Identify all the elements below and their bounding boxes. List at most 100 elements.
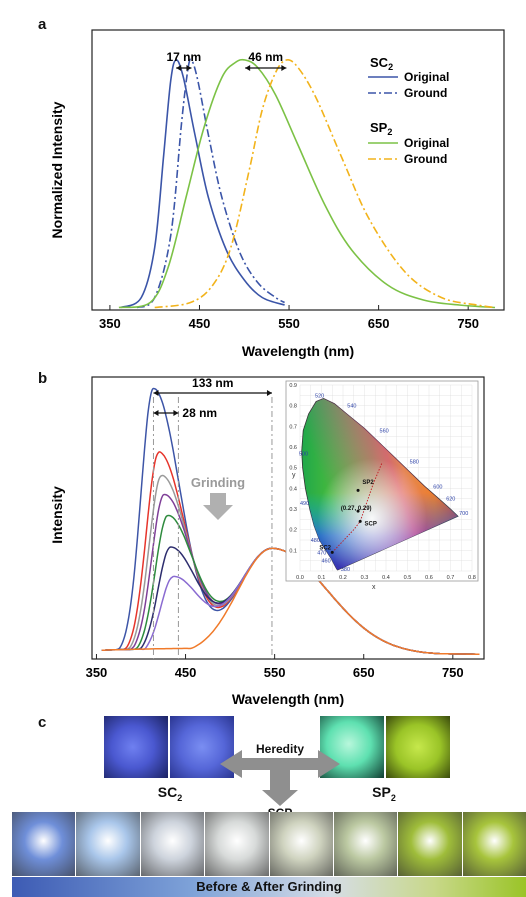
grinding-photo-1 (76, 812, 140, 876)
legend-sp2-title: SP2 (370, 120, 392, 137)
cie-point-label-1: (0.27, 0.29) (341, 506, 372, 512)
cie-x-tick-label-5: 0.5 (404, 575, 412, 581)
cie-wavelength-label-520: 520 (315, 393, 324, 399)
cie-wavelength-label-460: 460 (322, 559, 331, 565)
cie-x-tick-label-1: 0.1 (318, 575, 326, 581)
chart-b-x-tick-label-0: 350 (86, 665, 108, 680)
cie-y-tick-label-6: 0.7 (289, 424, 297, 430)
cie-wavelength-label-580: 580 (410, 460, 419, 466)
panel-label-b: b (38, 370, 48, 387)
cie-x-tick-label-2: 0.2 (339, 575, 347, 581)
chart-a-annotation-label-0: 17 nm (166, 50, 201, 64)
chart-a-y-axis-label: Normalized Intensity (49, 101, 65, 238)
cie-x-tick-label-3: 0.3 (361, 575, 369, 581)
sp2-caption: SP2 (372, 784, 396, 803)
heredity-arrows (220, 750, 340, 806)
chart-b-plot-frame (91, 376, 485, 660)
heredity-label: Heredity (255, 742, 305, 756)
cie-y-tick-label-4: 0.5 (289, 466, 297, 472)
cie-point-2 (358, 519, 362, 523)
cie-y-tick-label-3: 0.4 (289, 486, 297, 492)
chart-a-x-tick-label-4: 750 (457, 316, 479, 331)
cie-wavelength-label-480: 480 (311, 538, 320, 544)
chart-a-annotation-heads-1 (245, 65, 287, 71)
sc2-original-photo (104, 716, 168, 778)
grinding-label: Grinding (191, 475, 245, 490)
chart-a-emission-spectra: 350 450 550 650 750 Wavelength (nm) Normaliz… (49, 29, 505, 359)
grinding-down-arrow (203, 493, 233, 520)
cie-wavelength-label-700: 700 (459, 511, 468, 517)
cie-x-tick-label-0: 0.0 (296, 575, 304, 581)
panel-label-c: c (38, 714, 47, 731)
cie-y-tick-label-2: 0.3 (289, 507, 297, 513)
chart-b-x-tick-label-2: 550 (264, 665, 286, 680)
cie-x-axis-label: x (372, 584, 376, 591)
grinding-photo-0 (12, 812, 76, 876)
cie-point-label-3: SC2 (319, 545, 331, 551)
cie-trajectory (331, 463, 383, 553)
cie-y-tick-label-5: 0.6 (289, 445, 297, 451)
chart-a-annotation-label-1: 46 nm (248, 50, 283, 64)
chart-b-x-tick-label-1: 450 (175, 665, 197, 680)
chart-b-x-axis-label: Wavelength (nm) (232, 691, 344, 707)
cie-x-tick-label-8: 0.8 (468, 575, 476, 581)
chart-b-x-tick-label-4: 750 (442, 665, 464, 680)
chart-b-x-tick-label-3: 650 (353, 665, 375, 680)
chart-a-legend: SC2 Original Ground SP2 Original Ground (368, 55, 449, 166)
grinding-photo-strip (12, 812, 526, 876)
chart-a-series-sc2-ground (136, 58, 285, 309)
cie-point-1 (356, 509, 360, 513)
sc2-caption: SC2 (157, 784, 183, 803)
chart-b-annotation-label-1: 28 nm (182, 406, 217, 420)
cie-y-tick-label-1: 0.2 (289, 528, 297, 534)
cie-x-tick-label-7: 0.7 (447, 575, 455, 581)
cie-wavelength-label-490: 490 (300, 501, 309, 507)
cie-y-tick-label-0: 0.1 (289, 548, 297, 554)
sp2-ground-photo (386, 716, 450, 778)
cie-point-0 (356, 488, 360, 492)
cie-x-tick-label-4: 0.4 (382, 575, 390, 581)
sc2-ground-photo (170, 716, 234, 778)
before-after-bar: Before & After Grinding (12, 877, 526, 897)
cie-chromaticity-inset: 0.0 0.1 0.2 0.3 0.4 0.5 0.6 0.7 0.8 0.1 0.2 0.3 0.4 0… (285, 380, 479, 591)
cie-y-tick-label-7: 0.8 (289, 404, 297, 410)
cie-wavelength-label-620: 620 (446, 497, 455, 503)
grinding-photo-2 (140, 812, 205, 876)
chart-b-grinding-spectra: 350 450 550 650 750 133 nm 28 nm Wavelength (… (49, 376, 485, 707)
cie-y-axis-label: y (292, 472, 296, 479)
chart-a-annotation-heads-0 (176, 65, 192, 71)
cie-point-3 (330, 550, 334, 554)
panel-label-a: a (38, 16, 47, 33)
legend-sc2-original-label: Original (404, 70, 449, 84)
chart-a-plot-frame (91, 29, 505, 311)
legend-sc2-title: SC2 (370, 55, 393, 72)
chart-b-annotation-label-0: 133 nm (192, 376, 233, 390)
grinding-photo-5 (333, 812, 398, 876)
chart-a-x-axis-label: Wavelength (nm) (242, 343, 354, 359)
grinding-photo-6 (398, 812, 462, 876)
cie-wavelength-label-540: 540 (347, 404, 356, 410)
chart-a-series-sp2-ground (154, 59, 496, 309)
grinding-photo-4 (269, 812, 333, 876)
chart-b-annotation-heads-1 (153, 410, 179, 416)
cie-white-region (301, 398, 458, 570)
before-after-label: Before & After Grinding (196, 879, 342, 894)
cie-wavelength-label-600: 600 (433, 484, 442, 490)
chart-a-x-tick-label-0: 350 (99, 316, 121, 331)
legend-sp2-ground-label: Ground (404, 152, 447, 166)
chart-a-x-tick-label-2: 550 (278, 316, 300, 331)
grinding-photo-7 (462, 812, 526, 876)
cie-point-label-2: SCP (365, 522, 377, 528)
chart-a-series-sc2-original (120, 59, 285, 309)
cie-wavelength-label-560: 560 (380, 429, 389, 435)
cie-y-tick-label-8: 0.9 (289, 383, 297, 389)
legend-sp2-original-label: Original (404, 136, 449, 150)
cie-wavelength-label-380: 380 (341, 567, 350, 573)
chart-b-y-axis-label: Intensity (49, 486, 65, 544)
cie-x-tick-label-6: 0.6 (425, 575, 433, 581)
grinding-photo-3 (205, 812, 269, 876)
cie-point-label-0: SP2 (362, 480, 374, 486)
chart-a-x-tick-label-1: 450 (189, 316, 211, 331)
cie-wavelength-label-500: 500 (299, 451, 308, 457)
chart-a-x-tick-label-3: 650 (368, 316, 390, 331)
